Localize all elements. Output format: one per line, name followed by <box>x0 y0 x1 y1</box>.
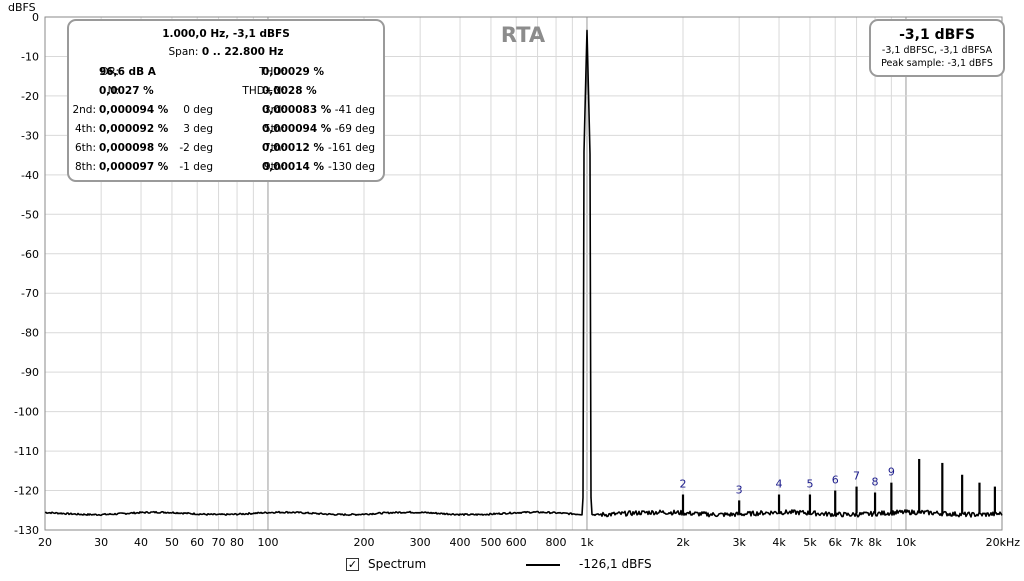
x-tick-label: 50 <box>165 536 179 549</box>
harmonic-marker: 4 <box>776 477 783 490</box>
n-value: 0,0027 % <box>99 85 154 97</box>
x-tick-label: 800 <box>546 536 567 549</box>
y-tick-label: -40 <box>21 169 39 182</box>
harmonic-label: 6th: <box>75 142 96 154</box>
x-tick-label: 20kHz <box>986 536 1021 549</box>
harmonic-value: 0,00012 % <box>262 142 325 154</box>
harmonic-label: 8th: <box>75 161 96 173</box>
x-tick-label: 4k <box>772 536 786 549</box>
y-tick-label: -20 <box>21 90 39 103</box>
harmonic-phase: 0 deg <box>183 104 213 116</box>
y-axis-label: dBFS <box>8 1 36 14</box>
spectrum-legend-value: -126,1 dBFS <box>579 557 652 571</box>
harmonic-phase: -69 deg <box>334 123 375 135</box>
harmonic-label: 9th: <box>264 161 285 173</box>
spectrum-checkbox[interactable]: ✓ <box>346 558 359 571</box>
peak-sample: Peak sample: -3,1 dBFS <box>881 58 993 69</box>
peak-level: -3,1 dBFS <box>899 27 975 43</box>
harmonic-phase: -41 deg <box>334 104 375 116</box>
y-tick-label: -30 <box>21 129 39 142</box>
harmonic-marker: 2 <box>680 477 687 490</box>
dr-label: DR: <box>100 66 119 78</box>
harmonic-label: 5th: <box>264 123 285 135</box>
y-tick-label: -100 <box>14 406 39 419</box>
y-tick-label: -130 <box>14 524 39 537</box>
spectrum-legend-swatch <box>526 564 560 566</box>
x-tick-label: 20 <box>38 536 52 549</box>
span-value: 0 .. 22.800 Hz <box>201 46 284 58</box>
span-readout: Span: 0 .. 22.800 Hz <box>69 46 383 58</box>
harmonic-phase: 3 deg <box>183 123 213 135</box>
harmonic-phase: -2 deg <box>179 142 213 154</box>
x-tick-label: 200 <box>354 536 375 549</box>
harmonic-phase: -130 deg <box>328 161 375 173</box>
harmonic-value: 0,000094 % <box>262 123 332 135</box>
harmonic-label: 2nd: <box>72 104 96 116</box>
harmonic-marker: 8 <box>872 476 879 489</box>
y-tick-label: -70 <box>21 287 39 300</box>
x-tick-label: 1k <box>580 536 594 549</box>
y-tick-label: -120 <box>14 485 39 498</box>
harmonic-marker: 6 <box>832 474 839 487</box>
harmonic-marker: 7 <box>853 470 860 483</box>
x-tick-label: 40 <box>134 536 148 549</box>
x-tick-label: 5k <box>803 536 817 549</box>
harmonic-label: 4th: <box>75 123 96 135</box>
peak-weighted-levels: -3,1 dBFSC, -3,1 dBFSA <box>881 45 993 56</box>
peak-level-panel: -3,1 dBFS -3,1 dBFSC, -3,1 dBFSA Peak sa… <box>869 19 1005 77</box>
x-tick-label: 300 <box>410 536 431 549</box>
harmonic-phase: -1 deg <box>179 161 213 173</box>
y-tick-label: -50 <box>21 208 39 221</box>
n-label: N: <box>107 85 119 97</box>
thdn-value: 0,0028 % <box>262 85 317 97</box>
spectrum-legend-label: Spectrum <box>368 557 427 571</box>
thd-value: 0,00029 % <box>262 66 325 78</box>
x-tick-label: 60 <box>190 536 204 549</box>
x-tick-label: 2k <box>676 536 690 549</box>
x-tick-label: 8k <box>868 536 882 549</box>
thd-label: THD: <box>259 66 285 78</box>
harmonic-value: 0,000094 % <box>99 104 169 116</box>
harmonic-value: 0,000092 % <box>99 123 169 135</box>
harmonic-phase: -161 deg <box>328 142 375 154</box>
plot-border <box>44 16 1003 531</box>
thdn-label: THD+N: <box>242 85 285 97</box>
y-tick-label: -60 <box>21 248 39 261</box>
span-label: Span: <box>168 46 199 58</box>
x-tick-label: 400 <box>450 536 471 549</box>
harmonic-marker: 9 <box>888 466 895 479</box>
x-tick-label: 3k <box>732 536 746 549</box>
y-tick-label: -110 <box>14 445 39 458</box>
x-tick-label: 100 <box>257 536 278 549</box>
x-tick-label: 30 <box>94 536 108 549</box>
y-tick-label: -10 <box>21 50 39 63</box>
y-tick-label: 0 <box>32 11 39 24</box>
x-tick-label: 600 <box>506 536 527 549</box>
harmonic-label: 7th: <box>264 142 285 154</box>
x-tick-label: 80 <box>230 536 244 549</box>
chart-title: RTA <box>501 23 546 47</box>
harmonic-value: 0,00014 % <box>262 161 325 173</box>
spectrum-line <box>44 29 1003 518</box>
y-tick-label: -80 <box>21 327 39 340</box>
x-tick-label: 6k <box>829 536 843 549</box>
harmonic-marker: 5 <box>806 477 813 490</box>
y-tick-label: -90 <box>21 366 39 379</box>
harmonic-value: 0,000097 % <box>99 161 169 173</box>
x-tick-label: 7k <box>850 536 864 549</box>
stats-panel: 1.000,0 Hz, -3,1 dBFS Span: 0 .. 22.800 … <box>67 19 385 182</box>
dr-value: 96,6 dB A <box>99 66 156 78</box>
x-tick-label: 500 <box>480 536 501 549</box>
harmonic-value: 0,000083 % <box>262 104 332 116</box>
fundamental-readout: 1.000,0 Hz, -3,1 dBFS <box>162 28 290 40</box>
x-tick-label: 10k <box>896 536 917 549</box>
harmonic-marker: 3 <box>736 483 743 496</box>
x-tick-label: 70 <box>212 536 226 549</box>
harmonic-value: 0,000098 % <box>99 142 169 154</box>
harmonic-label: 3rd: <box>263 104 285 116</box>
